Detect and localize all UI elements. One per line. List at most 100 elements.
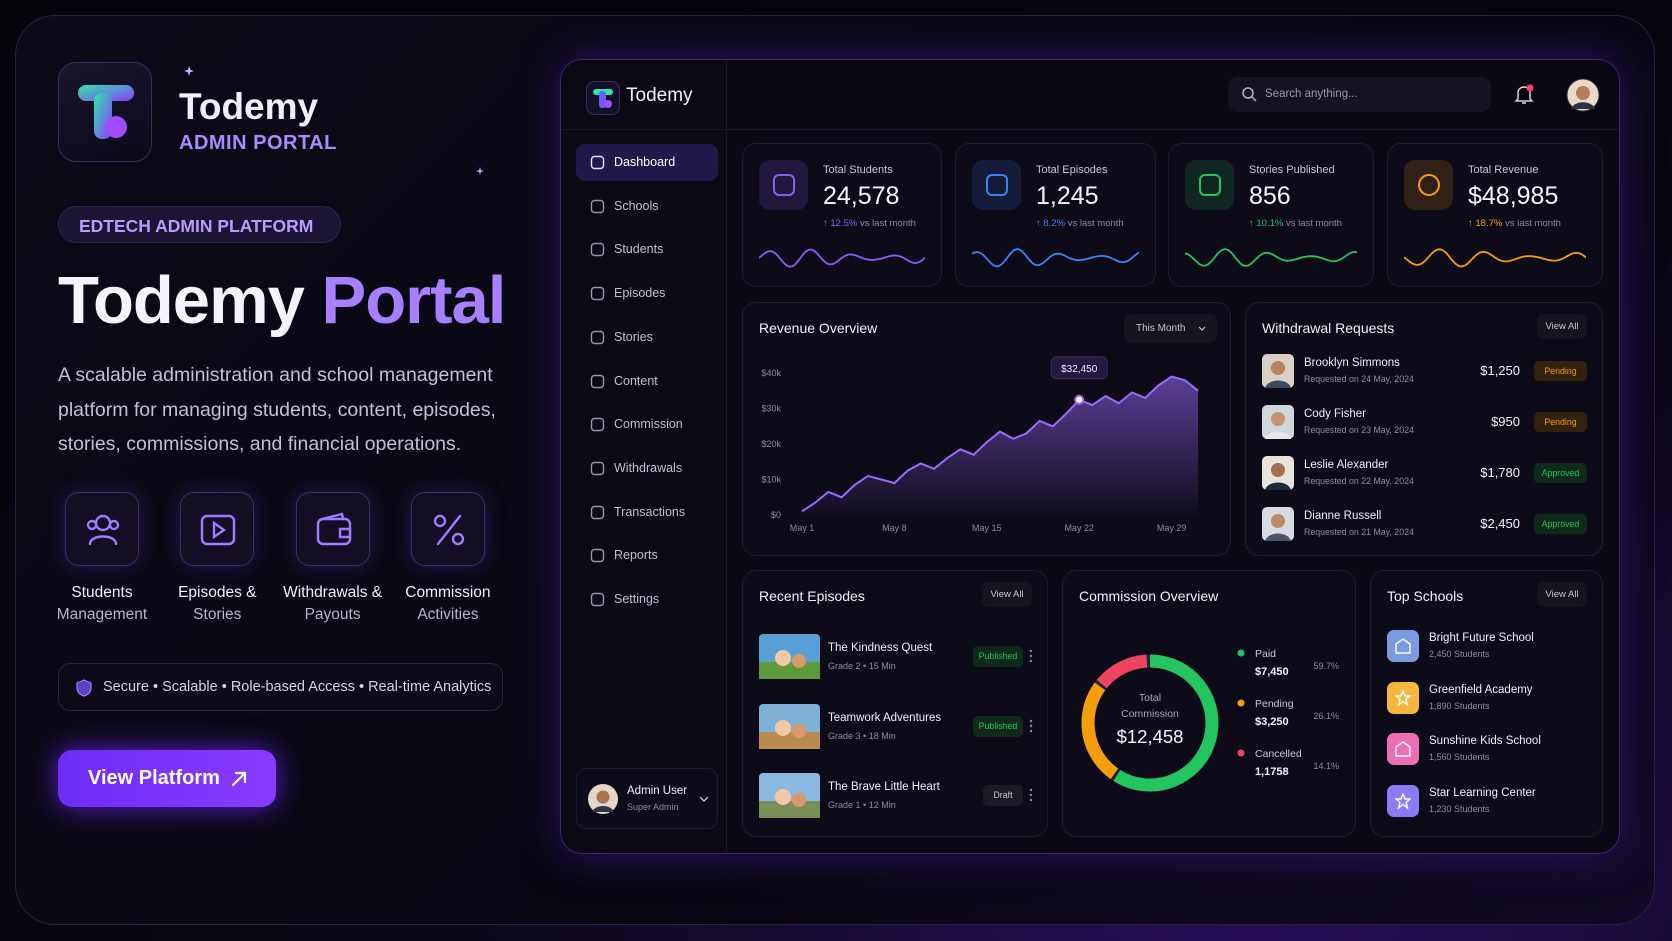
notification-bell[interactable] xyxy=(1514,84,1534,106)
app-logo xyxy=(586,81,620,115)
chevron xyxy=(1198,326,1206,331)
episode-meta: Grade 3 • 18 Min xyxy=(828,730,896,741)
episode-thumbnail xyxy=(759,703,820,749)
sparkle xyxy=(476,167,484,175)
y-tick-label: $20k xyxy=(761,439,781,449)
nav-label: Students xyxy=(614,242,664,257)
episode-grade: Grade 3 xyxy=(828,730,861,741)
school-students: 1,230 Students xyxy=(1429,803,1490,814)
episode-meta: Grade 2 • 15 Min xyxy=(828,661,896,671)
nav-label: Content xyxy=(614,373,658,388)
card: Withdrawal Requests View All Brooklyn Simm… xyxy=(1245,302,1603,556)
stat-icon-box xyxy=(1185,160,1234,210)
center-label: Total Commission xyxy=(1121,692,1179,720)
thumb-character xyxy=(775,719,791,736)
nav-icon xyxy=(590,330,605,344)
feature-line1: Commission xyxy=(405,584,491,601)
episode-thumbnail xyxy=(759,634,820,679)
icon xyxy=(1395,741,1411,757)
person-avatar xyxy=(1262,456,1294,490)
legend-dot xyxy=(1237,749,1245,757)
person-avatar xyxy=(1262,507,1294,541)
headline-accent: Portal xyxy=(321,263,507,338)
cta-button[interactable]: View Platform xyxy=(58,750,276,807)
episode-duration: 15 Min xyxy=(868,661,896,671)
school-icon xyxy=(1387,733,1419,765)
stat-icon-box xyxy=(1404,160,1453,210)
change-note: vs last month xyxy=(1067,218,1124,229)
legend-percent: 26.1% xyxy=(1313,711,1339,721)
status-badge: Pending xyxy=(1534,361,1587,381)
icon-part xyxy=(86,519,98,531)
icon-shape xyxy=(590,505,605,519)
thumb-ground xyxy=(759,731,820,749)
stat-value: $48,985 xyxy=(1468,182,1559,210)
badge: EDTECH ADMIN PLATFORM xyxy=(58,206,341,243)
request-amount: $1,250 xyxy=(1480,363,1520,378)
status-badge: Approved xyxy=(1534,463,1587,483)
nav-label: Settings xyxy=(614,592,660,606)
brand-subtitle: ADMIN PORTAL xyxy=(179,132,337,154)
nav-item[interactable]: Stories xyxy=(576,319,718,356)
more-menu[interactable] xyxy=(1029,649,1033,663)
chevron xyxy=(699,796,709,802)
nav-item[interactable]: Schools xyxy=(576,188,718,225)
shield xyxy=(76,679,92,697)
nav-item[interactable]: Episodes xyxy=(576,275,718,312)
change-value: 10.1% xyxy=(1256,218,1284,229)
more-menu[interactable] xyxy=(1029,719,1033,733)
search-placeholder: Search anything... xyxy=(1265,88,1358,100)
nav-item[interactable]: Withdrawals xyxy=(576,450,718,487)
search-box[interactable]: Search anything... xyxy=(1228,77,1491,112)
nav-item[interactable]: Dashboard xyxy=(576,144,718,181)
stat-label: Total Revenue xyxy=(1468,164,1539,176)
feature-icon-box xyxy=(180,492,255,566)
nav-item[interactable]: Transactions xyxy=(576,494,718,531)
view-all-button[interactable]: View All xyxy=(1537,314,1587,339)
avatar-body xyxy=(1265,533,1291,541)
nav-label: Schools xyxy=(614,198,659,213)
nav-icon xyxy=(590,549,605,563)
request-date: Requested on 22 May, 2024 xyxy=(1304,476,1414,486)
status-text: Approved xyxy=(1541,519,1580,529)
episode-thumbnail xyxy=(759,773,820,818)
tagline: Secure • Scalable • Role-based Access • … xyxy=(103,679,492,695)
nav-item[interactable]: Commission xyxy=(576,406,718,443)
icon-part xyxy=(320,512,351,539)
icon xyxy=(773,174,795,196)
avatar-body xyxy=(592,806,614,812)
avatar-body xyxy=(1265,431,1291,439)
icon-part xyxy=(316,517,351,546)
nav-item[interactable]: Students xyxy=(576,231,718,268)
feature-icon-box xyxy=(295,492,370,566)
x-tick-label: May 29 xyxy=(1157,523,1187,533)
thumb-character xyxy=(775,650,791,666)
card-title: Withdrawal Requests xyxy=(1262,320,1395,336)
stat-card: Stories Published 856 ↑ 10.1% vs last mont… xyxy=(1168,143,1374,287)
headline-primary: Todemy xyxy=(58,263,305,338)
more-menu[interactable] xyxy=(1029,788,1033,802)
status-badge: Pending xyxy=(1534,412,1587,432)
feature-icon-box xyxy=(65,492,139,566)
area-fill xyxy=(802,376,1198,515)
icon-part xyxy=(88,535,118,546)
nav-item[interactable]: Settings xyxy=(576,581,718,618)
user-box[interactable]: Admin User Super Admin xyxy=(576,768,718,829)
avatar-body xyxy=(1571,102,1595,109)
center-total: $12,458 xyxy=(1116,726,1184,747)
view-all-button[interactable]: View All xyxy=(982,582,1032,607)
menu-dot xyxy=(1029,649,1033,653)
nav-item[interactable]: Reports xyxy=(576,537,718,574)
stat-change: ↑ 18.7% vs last month xyxy=(1468,218,1561,229)
request-date: Requested on 24 May, 2024 xyxy=(1304,374,1414,384)
avatar-body xyxy=(1265,380,1291,388)
icon xyxy=(1418,174,1440,196)
cta-text: View Platform xyxy=(88,767,220,789)
sparkline xyxy=(759,248,925,268)
icon-shape xyxy=(1395,792,1411,809)
view-all-button[interactable]: View All xyxy=(1537,582,1587,607)
episode-title: The Brave Little Heart xyxy=(828,781,940,793)
legend-dot xyxy=(1237,699,1245,707)
nav-item[interactable]: Content xyxy=(576,363,718,400)
period-dropdown[interactable]: This Month xyxy=(1124,314,1217,343)
